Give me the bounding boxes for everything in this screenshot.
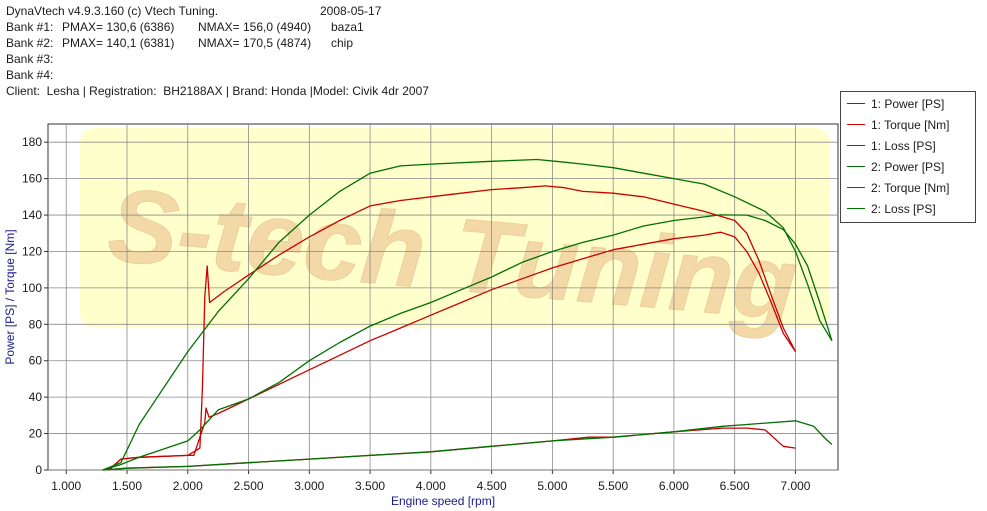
report-header: DynaVtech v4.9.3.160 (c) Vtech Tuning. 2… — [0, 0, 987, 100]
y-tick-label: 0 — [35, 463, 42, 477]
x-tick-label: 4.000 — [416, 479, 446, 493]
legend-item: 2: Loss [PS] — [845, 201, 973, 217]
legend-swatch — [847, 166, 865, 167]
x-tick-label: 5.500 — [598, 479, 628, 493]
tick-labels: 1.000 1.500 2.000 2.500 3.000 3.500 4.000 4.500… — [22, 135, 811, 493]
legend-label: 1: Power [PS] — [871, 97, 945, 111]
bank-2-label: Bank #2: — [6, 36, 54, 50]
x-tick-label: 2.000 — [173, 479, 203, 493]
legend-item: 1: Power [PS] — [845, 96, 973, 112]
series-line-1-power-ps — [108, 231, 797, 471]
legend-label: 2: Power [PS] — [871, 160, 945, 174]
bank-2-pmax: PMAX= 140,1 (6381) — [62, 36, 175, 50]
y-tick-label: 40 — [29, 390, 43, 404]
grid — [44, 124, 838, 474]
client-info: Client: Lesha | Registration: BH2188AX |… — [6, 84, 429, 98]
legend-label: 1: Loss [PS] — [871, 139, 936, 153]
legend-item: 2: Torque [Nm] — [845, 180, 973, 196]
x-tick-label: 2.500 — [234, 479, 264, 493]
legend-swatch — [847, 103, 865, 104]
bank-1-label: Bank #1: — [6, 20, 54, 34]
bank-2-name: chip — [331, 36, 354, 50]
x-axis-label: Engine speed [rpm] — [391, 494, 495, 508]
x-tick-label: 5.000 — [537, 479, 567, 493]
x-tick-label: 4.500 — [477, 479, 507, 493]
legend-item: 1: Torque [Nm] — [845, 117, 973, 133]
bank-1-name: baza1 — [331, 20, 364, 34]
legend-label: 1: Torque [Nm] — [871, 118, 950, 132]
x-tick-label: 3.000 — [294, 479, 324, 493]
watermark: S-tech Tuning — [80, 128, 830, 343]
y-tick-label: 80 — [29, 317, 43, 331]
y-tick-label: 160 — [22, 172, 42, 186]
bank-3-label: Bank #3: — [6, 52, 54, 66]
legend-swatch — [847, 124, 865, 125]
legend-swatch — [847, 208, 865, 209]
x-tick-label: 3.500 — [355, 479, 385, 493]
series-line-2-loss-ps — [102, 420, 833, 471]
series-line-2-power-ps — [102, 214, 833, 471]
y-tick-label: 140 — [22, 208, 42, 222]
bank-4-label: Bank #4: — [6, 68, 54, 82]
y-tick-label: 100 — [22, 281, 42, 295]
legend-swatch — [847, 187, 865, 188]
series-line-1-torque-nm — [108, 185, 797, 471]
x-tick-label: 6.000 — [659, 479, 689, 493]
bank-1-pmax: PMAX= 130,6 (6386) — [62, 20, 175, 34]
y-tick-label: 120 — [22, 244, 42, 258]
legend-item: 2: Power [PS] — [845, 159, 973, 175]
report-date: 2008-05-17 — [320, 4, 382, 18]
x-tick-label: 6.500 — [720, 479, 750, 493]
y-tick-label: 180 — [22, 135, 42, 149]
x-tick-label: 7.000 — [780, 479, 810, 493]
bank-1-nmax: NMAX= 156,0 (4940) — [198, 20, 312, 34]
y-axis-label: Power [PS] / Torque [Nm] — [3, 229, 17, 364]
series-line-2-torque-nm — [102, 158, 833, 471]
legend-swatch — [847, 145, 865, 146]
y-tick-label: 20 — [29, 427, 43, 441]
legend-item: 1: Loss [PS] — [845, 138, 973, 154]
legend: 1: Power [PS] 1: Torque [Nm] 1: Loss [PS] 2… — [840, 91, 976, 223]
legend-label: 2: Torque [Nm] — [871, 181, 950, 195]
legend-label: 2: Loss [PS] — [871, 202, 936, 216]
software-title: DynaVtech v4.9.3.160 (c) Vtech Tuning. — [6, 4, 219, 18]
y-tick-label: 60 — [29, 354, 43, 368]
x-tick-label: 1.500 — [112, 479, 142, 493]
bank-2-nmax: NMAX= 170,5 (4874) — [198, 36, 312, 50]
watermark-background — [80, 128, 830, 328]
series-layer — [102, 158, 833, 471]
x-tick-label: 1.000 — [51, 479, 81, 493]
